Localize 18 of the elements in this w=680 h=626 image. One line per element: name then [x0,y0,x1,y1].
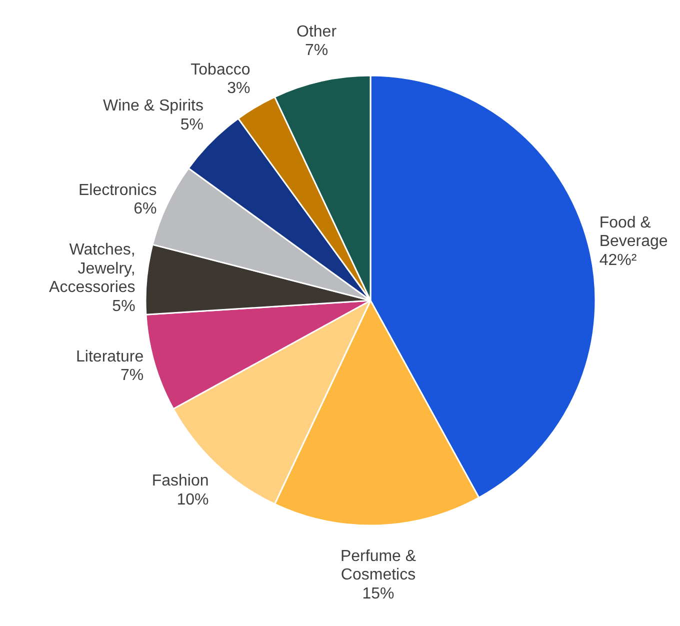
data-label: 7% [304,42,328,59]
data-label: 5% [180,116,204,134]
slice-label: Wine & Spirits [102,98,204,115]
data-label: 6% [134,200,157,218]
data-label: 10% [176,491,209,508]
slice-label: Fashion [152,472,209,490]
slice-label: Perfume & Cosmetics [340,548,416,584]
data-label: 3% [227,80,250,98]
data-label: 15% [362,585,394,602]
data-label: 7% [120,367,144,384]
data-label: 5% [112,298,136,315]
slice-label: Literature [76,348,144,366]
slice-label: Other [296,23,338,40]
slice-label: Food & Beverage [599,214,668,250]
slice-label: Tobacco [190,61,250,78]
data-label: 42%² [599,252,638,269]
slice-label: Electronics [78,182,157,200]
slice-label: Watches, Jewelry, Accessories [49,242,136,296]
